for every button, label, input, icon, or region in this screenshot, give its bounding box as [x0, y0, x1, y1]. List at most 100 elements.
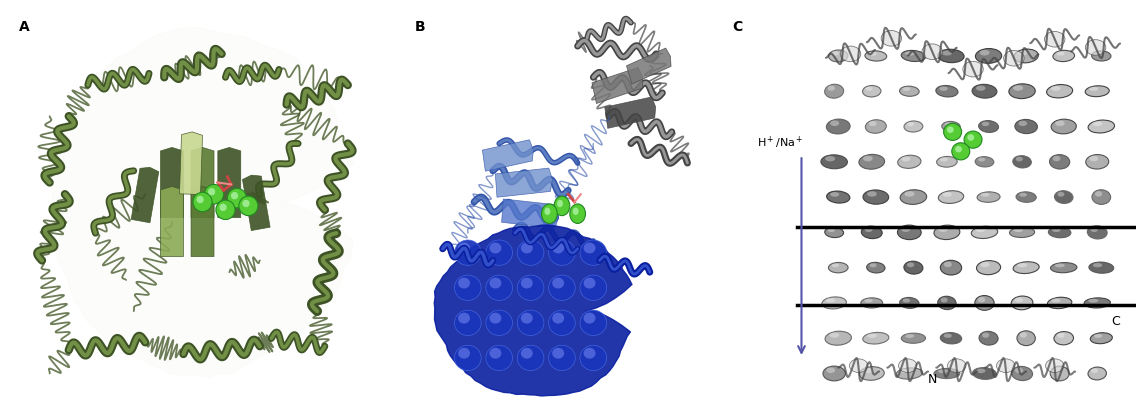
Ellipse shape	[1014, 50, 1038, 64]
Ellipse shape	[898, 226, 921, 240]
Ellipse shape	[866, 87, 873, 92]
Ellipse shape	[977, 369, 986, 373]
Ellipse shape	[963, 62, 984, 78]
Ellipse shape	[1051, 263, 1077, 273]
Ellipse shape	[939, 87, 948, 92]
Ellipse shape	[1050, 366, 1069, 381]
Ellipse shape	[899, 298, 919, 309]
Ellipse shape	[1020, 333, 1027, 338]
Ellipse shape	[823, 366, 845, 381]
Circle shape	[219, 204, 227, 211]
Circle shape	[216, 200, 235, 220]
Ellipse shape	[976, 49, 1002, 64]
Ellipse shape	[1057, 52, 1065, 56]
Ellipse shape	[865, 52, 887, 62]
Ellipse shape	[552, 348, 564, 359]
Ellipse shape	[458, 278, 470, 289]
Ellipse shape	[903, 88, 911, 92]
Ellipse shape	[972, 368, 996, 379]
Polygon shape	[161, 148, 184, 218]
Ellipse shape	[1093, 263, 1102, 268]
Ellipse shape	[549, 310, 575, 336]
Ellipse shape	[850, 359, 868, 373]
Ellipse shape	[489, 278, 501, 289]
Circle shape	[952, 143, 970, 160]
Ellipse shape	[865, 228, 873, 232]
Ellipse shape	[901, 51, 925, 62]
Ellipse shape	[520, 313, 533, 324]
Ellipse shape	[865, 299, 873, 303]
Ellipse shape	[1054, 191, 1073, 204]
Ellipse shape	[980, 51, 989, 56]
Ellipse shape	[864, 368, 873, 373]
Ellipse shape	[828, 51, 848, 63]
Ellipse shape	[1014, 298, 1023, 303]
Ellipse shape	[1045, 359, 1063, 373]
Text: N: N	[928, 372, 937, 385]
Polygon shape	[161, 187, 184, 257]
Ellipse shape	[976, 157, 994, 168]
Circle shape	[968, 135, 974, 141]
Ellipse shape	[454, 345, 482, 371]
Ellipse shape	[900, 369, 911, 373]
Ellipse shape	[820, 156, 848, 169]
Ellipse shape	[901, 333, 925, 343]
Text: C: C	[1111, 315, 1120, 328]
Ellipse shape	[454, 310, 482, 336]
Circle shape	[557, 200, 563, 208]
Ellipse shape	[940, 298, 948, 303]
Ellipse shape	[827, 228, 835, 232]
Ellipse shape	[982, 333, 989, 338]
Ellipse shape	[1089, 367, 1107, 380]
Ellipse shape	[1012, 367, 1033, 381]
Ellipse shape	[458, 243, 470, 254]
Ellipse shape	[867, 263, 885, 273]
Ellipse shape	[580, 241, 607, 266]
Ellipse shape	[1052, 228, 1060, 232]
Ellipse shape	[904, 262, 923, 275]
Ellipse shape	[947, 359, 966, 373]
Ellipse shape	[922, 45, 942, 60]
Ellipse shape	[583, 348, 596, 359]
Ellipse shape	[832, 52, 839, 56]
Text: A: A	[19, 20, 30, 34]
Ellipse shape	[517, 310, 544, 336]
Ellipse shape	[863, 156, 873, 162]
Ellipse shape	[1047, 298, 1071, 309]
Ellipse shape	[1013, 86, 1023, 92]
Ellipse shape	[942, 192, 952, 197]
Ellipse shape	[938, 50, 964, 64]
Ellipse shape	[1091, 368, 1098, 373]
Ellipse shape	[1095, 192, 1102, 197]
Ellipse shape	[1051, 120, 1076, 134]
Ellipse shape	[940, 158, 948, 162]
Ellipse shape	[901, 157, 911, 162]
Ellipse shape	[1053, 51, 1075, 62]
Ellipse shape	[486, 310, 512, 336]
Polygon shape	[191, 148, 215, 218]
Ellipse shape	[454, 275, 482, 301]
Ellipse shape	[980, 262, 989, 268]
Circle shape	[193, 193, 212, 212]
Ellipse shape	[583, 278, 596, 289]
Ellipse shape	[981, 122, 989, 127]
Circle shape	[544, 208, 550, 215]
Ellipse shape	[861, 226, 882, 239]
Circle shape	[204, 185, 224, 205]
Polygon shape	[179, 132, 202, 195]
Polygon shape	[483, 141, 533, 172]
Ellipse shape	[1089, 121, 1115, 134]
Ellipse shape	[489, 348, 501, 359]
Ellipse shape	[517, 275, 544, 301]
Ellipse shape	[940, 261, 962, 275]
Ellipse shape	[898, 156, 921, 169]
Polygon shape	[435, 226, 632, 396]
Ellipse shape	[1014, 120, 1037, 134]
Ellipse shape	[976, 86, 986, 92]
Ellipse shape	[860, 298, 883, 308]
Ellipse shape	[825, 331, 851, 345]
Ellipse shape	[1090, 156, 1098, 162]
Ellipse shape	[1050, 155, 1070, 170]
Ellipse shape	[583, 243, 596, 254]
Ellipse shape	[981, 193, 989, 197]
